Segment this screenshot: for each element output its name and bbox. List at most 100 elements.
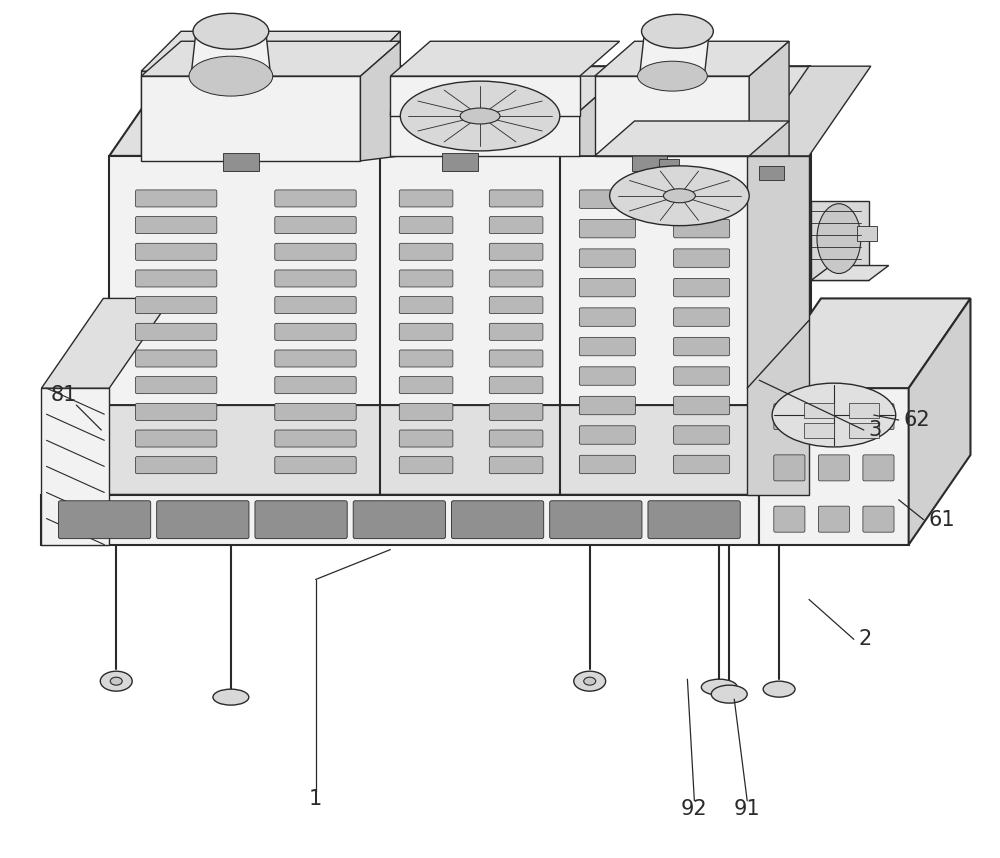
FancyBboxPatch shape <box>275 244 356 260</box>
FancyBboxPatch shape <box>489 270 543 287</box>
FancyBboxPatch shape <box>255 501 347 539</box>
FancyBboxPatch shape <box>399 190 453 207</box>
Ellipse shape <box>711 686 747 703</box>
Polygon shape <box>811 201 869 281</box>
Polygon shape <box>141 41 400 76</box>
Polygon shape <box>595 41 789 76</box>
FancyBboxPatch shape <box>674 396 730 414</box>
FancyBboxPatch shape <box>135 430 217 447</box>
FancyBboxPatch shape <box>135 216 217 233</box>
FancyBboxPatch shape <box>489 403 543 420</box>
FancyBboxPatch shape <box>674 190 730 208</box>
Ellipse shape <box>110 677 122 686</box>
Polygon shape <box>109 66 811 156</box>
Polygon shape <box>390 76 580 116</box>
Bar <box>223 153 259 171</box>
FancyBboxPatch shape <box>579 367 635 385</box>
FancyBboxPatch shape <box>818 403 849 430</box>
FancyBboxPatch shape <box>674 367 730 385</box>
FancyBboxPatch shape <box>863 455 894 480</box>
FancyBboxPatch shape <box>489 377 543 394</box>
FancyBboxPatch shape <box>399 430 453 447</box>
FancyBboxPatch shape <box>135 190 217 207</box>
FancyBboxPatch shape <box>275 377 356 394</box>
FancyBboxPatch shape <box>774 506 805 532</box>
Text: 61: 61 <box>929 510 955 529</box>
Ellipse shape <box>701 680 737 695</box>
FancyBboxPatch shape <box>275 190 356 207</box>
FancyBboxPatch shape <box>818 455 849 480</box>
FancyBboxPatch shape <box>489 297 543 314</box>
Ellipse shape <box>763 681 795 698</box>
Ellipse shape <box>772 384 896 447</box>
FancyBboxPatch shape <box>579 308 635 326</box>
FancyBboxPatch shape <box>774 403 805 430</box>
Polygon shape <box>595 76 749 156</box>
Polygon shape <box>390 41 620 76</box>
FancyBboxPatch shape <box>489 244 543 260</box>
FancyBboxPatch shape <box>818 506 849 532</box>
Polygon shape <box>759 405 821 545</box>
Text: 1: 1 <box>309 789 322 809</box>
Polygon shape <box>390 76 620 111</box>
FancyBboxPatch shape <box>135 456 217 474</box>
FancyBboxPatch shape <box>451 501 544 539</box>
FancyBboxPatch shape <box>579 426 635 444</box>
Text: 92: 92 <box>681 799 708 819</box>
FancyBboxPatch shape <box>275 456 356 474</box>
FancyBboxPatch shape <box>135 377 217 394</box>
Polygon shape <box>390 111 580 156</box>
FancyBboxPatch shape <box>579 337 635 356</box>
FancyBboxPatch shape <box>489 430 543 447</box>
FancyBboxPatch shape <box>674 456 730 474</box>
FancyBboxPatch shape <box>275 430 356 447</box>
Polygon shape <box>747 156 809 495</box>
FancyBboxPatch shape <box>275 297 356 314</box>
FancyBboxPatch shape <box>399 244 453 260</box>
FancyBboxPatch shape <box>579 249 635 268</box>
Ellipse shape <box>460 108 500 124</box>
FancyBboxPatch shape <box>774 455 805 480</box>
FancyBboxPatch shape <box>579 220 635 238</box>
FancyBboxPatch shape <box>135 403 217 420</box>
Ellipse shape <box>189 57 273 96</box>
FancyBboxPatch shape <box>674 308 730 326</box>
Bar <box>442 153 478 171</box>
FancyBboxPatch shape <box>489 216 543 233</box>
Polygon shape <box>41 388 109 545</box>
FancyBboxPatch shape <box>863 403 894 430</box>
Ellipse shape <box>400 82 560 151</box>
Bar <box>849 403 879 418</box>
Polygon shape <box>640 31 709 76</box>
Ellipse shape <box>817 203 861 274</box>
FancyBboxPatch shape <box>674 426 730 444</box>
FancyBboxPatch shape <box>275 350 356 367</box>
Bar <box>849 423 879 438</box>
FancyBboxPatch shape <box>489 350 543 367</box>
Polygon shape <box>759 299 970 388</box>
Bar <box>857 226 877 240</box>
FancyBboxPatch shape <box>579 456 635 474</box>
Ellipse shape <box>610 166 749 226</box>
Polygon shape <box>360 41 400 160</box>
Text: 91: 91 <box>734 799 761 819</box>
Polygon shape <box>811 265 889 281</box>
Polygon shape <box>909 299 970 545</box>
Polygon shape <box>749 66 811 495</box>
Polygon shape <box>191 31 271 76</box>
Polygon shape <box>595 121 789 156</box>
Ellipse shape <box>663 189 695 202</box>
Text: 3: 3 <box>869 420 882 440</box>
Polygon shape <box>747 66 871 156</box>
Bar <box>804 403 834 418</box>
FancyBboxPatch shape <box>674 249 730 268</box>
Ellipse shape <box>213 689 249 705</box>
Ellipse shape <box>193 14 269 49</box>
FancyBboxPatch shape <box>135 270 217 287</box>
Polygon shape <box>759 388 909 545</box>
Polygon shape <box>41 299 171 388</box>
Ellipse shape <box>638 61 707 91</box>
FancyBboxPatch shape <box>550 501 642 539</box>
FancyBboxPatch shape <box>489 456 543 474</box>
FancyBboxPatch shape <box>863 506 894 532</box>
